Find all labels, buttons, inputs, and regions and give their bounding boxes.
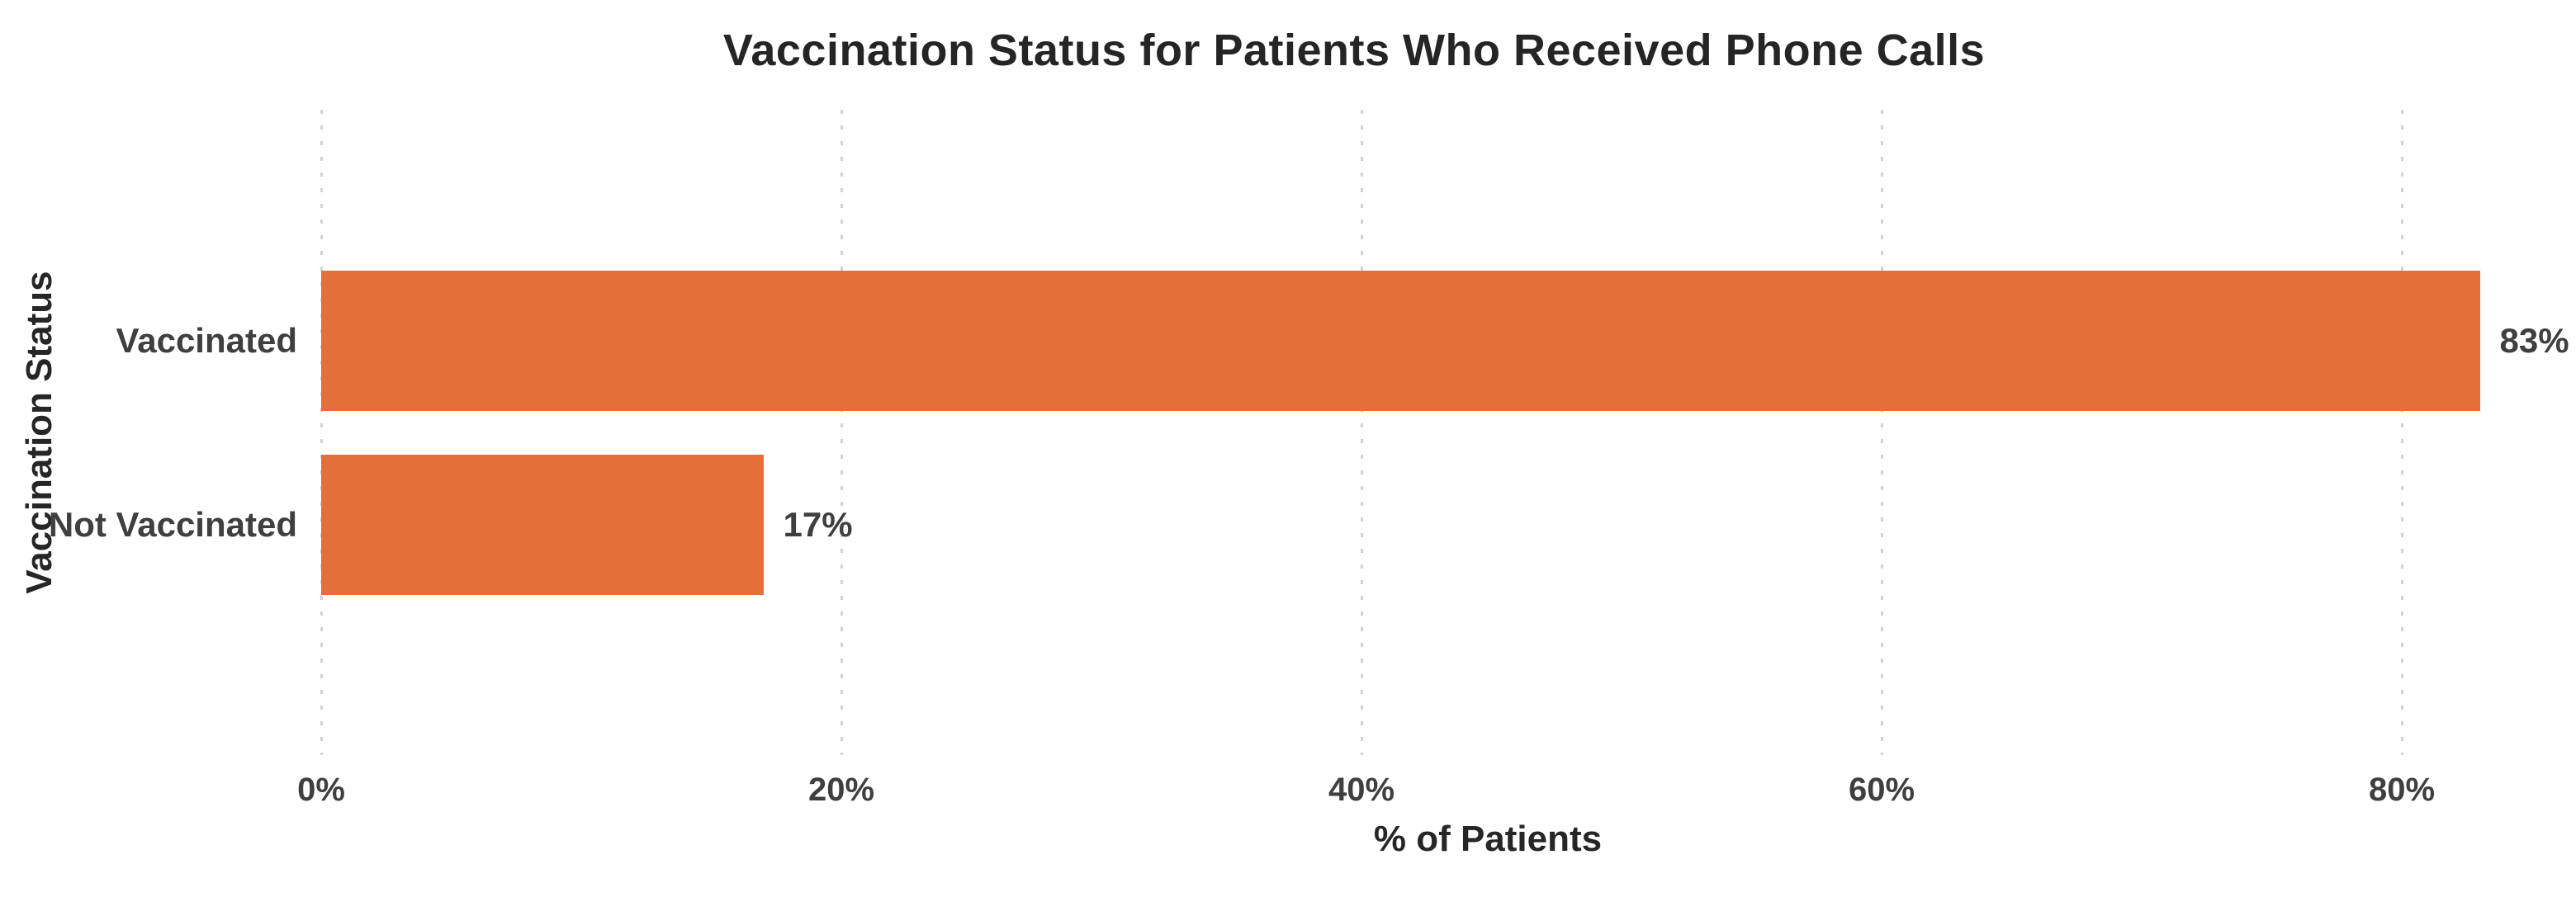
x-tick-20pct: 20% <box>807 772 875 808</box>
category-label-vaccinated: Vaccinated <box>116 321 297 360</box>
category-label-not-vaccinated: Not Vaccinated <box>48 505 297 544</box>
bar-vaccinated <box>321 271 2480 411</box>
value-label-vaccinated: 83% <box>2499 321 2569 360</box>
gridline-60pct <box>1880 110 1883 755</box>
x-tick-60pct: 60% <box>1848 772 1915 808</box>
gridline-0pct <box>320 110 323 755</box>
value-label-not-vaccinated: 17% <box>783 505 853 544</box>
x-tick-80pct: 80% <box>2368 772 2436 808</box>
x-tick-40pct: 40% <box>1328 772 1395 808</box>
x-axis-title: % of Patients <box>1373 819 1603 859</box>
x-tick-0pct: 0% <box>297 772 345 808</box>
chart-title: Vaccination Status for Patients Who Rece… <box>722 26 1986 75</box>
gridline-80pct <box>2400 110 2403 755</box>
bar-not-vaccinated <box>321 455 764 595</box>
gridline-40pct <box>1360 110 1363 755</box>
gridline-20pct <box>840 110 843 755</box>
